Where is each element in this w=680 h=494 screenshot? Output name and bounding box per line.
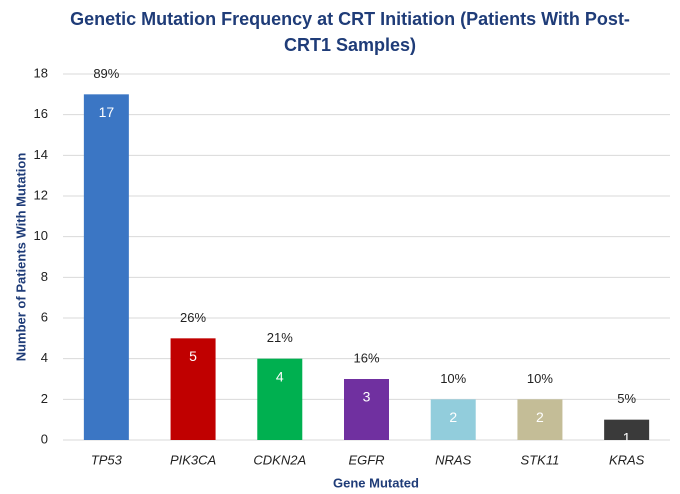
percent-label: 26% (180, 310, 206, 325)
x-axis-label: Gene Mutated (333, 475, 419, 490)
y-tick-label: 16 (34, 106, 48, 121)
x-tick-label: TP53 (91, 452, 123, 467)
bar (604, 419, 650, 440)
bar (430, 399, 476, 440)
y-tick-label: 14 (34, 147, 48, 162)
x-tick-label: CDKN2A (253, 452, 306, 467)
bar (344, 379, 389, 440)
bar (83, 94, 129, 440)
value-label: 1 (623, 429, 631, 445)
x-tick-label: PIK3CA (170, 452, 216, 467)
percent-label: 16% (353, 350, 379, 365)
y-tick-label: 2 (41, 391, 48, 406)
x-tick-label: NRAS (435, 452, 471, 467)
percent-label: 21% (267, 330, 293, 345)
value-label: 17 (99, 104, 115, 120)
percent-label: 5% (617, 391, 636, 406)
bar (257, 358, 303, 440)
y-tick-label: 8 (41, 269, 48, 284)
bar (170, 338, 216, 440)
x-tick-label: STK11 (521, 452, 560, 467)
bar (517, 399, 563, 440)
value-label: 4 (276, 368, 284, 384)
x-tick-label: EGFR (348, 452, 384, 467)
y-tick-label: 0 (41, 431, 48, 446)
value-label: 3 (363, 389, 371, 405)
x-tick-label: KRAS (609, 452, 645, 467)
value-label: 5 (189, 348, 197, 364)
y-tick-label: 12 (34, 187, 48, 202)
y-tick-label: 18 (34, 65, 48, 80)
percent-label: 10% (527, 371, 553, 386)
y-axis-label: Number of Patients With Mutation (13, 153, 28, 362)
percent-label: 10% (440, 371, 466, 386)
value-label: 2 (536, 409, 544, 425)
chart-title: Genetic Mutation Frequency at CRT Initia… (70, 9, 630, 55)
y-tick-label: 4 (41, 350, 48, 365)
value-label: 2 (449, 409, 457, 425)
y-tick-label: 10 (34, 228, 48, 243)
y-tick-label: 6 (41, 309, 48, 324)
percent-label: 89% (93, 66, 119, 81)
